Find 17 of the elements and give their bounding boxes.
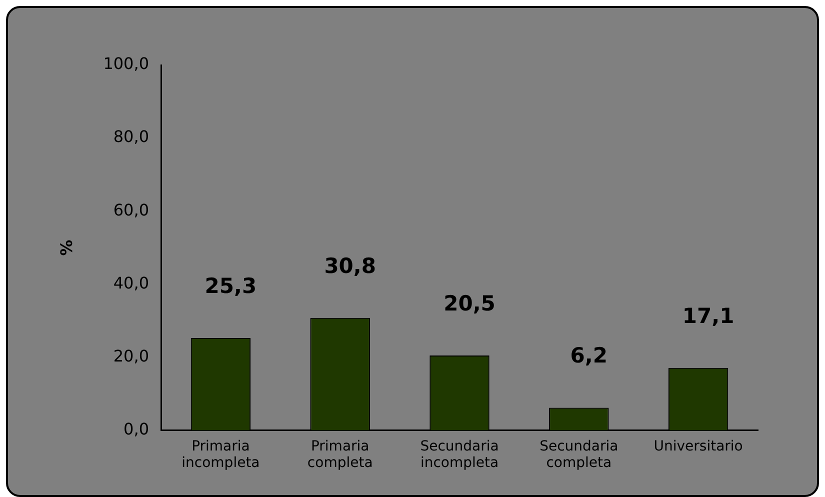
y-tick-label: 20,0 xyxy=(113,346,150,366)
y-axis-title: % xyxy=(56,240,76,256)
x-tick-label: Secundaria incompleta xyxy=(420,438,499,472)
x-tick-label: Primaria completa xyxy=(307,438,373,472)
x-tick-label: Primaria incompleta xyxy=(182,438,260,472)
data-label: 6,2 xyxy=(570,344,608,368)
y-tick-label: 60,0 xyxy=(113,200,150,220)
x-tick-label: Secundaria completa xyxy=(540,438,618,472)
y-tick-label: 80,0 xyxy=(113,127,150,146)
y-tick-label: 100,0 xyxy=(103,54,150,74)
data-label: 17,1 xyxy=(682,304,734,328)
y-tick-label: 0,0 xyxy=(124,420,150,439)
y-tick-label: 40,0 xyxy=(113,273,150,292)
data-label: 20,5 xyxy=(444,291,496,316)
data-label: 25,3 xyxy=(204,274,257,298)
data-label: 30,8 xyxy=(324,254,376,278)
x-tick-label: Universitario xyxy=(654,438,743,454)
